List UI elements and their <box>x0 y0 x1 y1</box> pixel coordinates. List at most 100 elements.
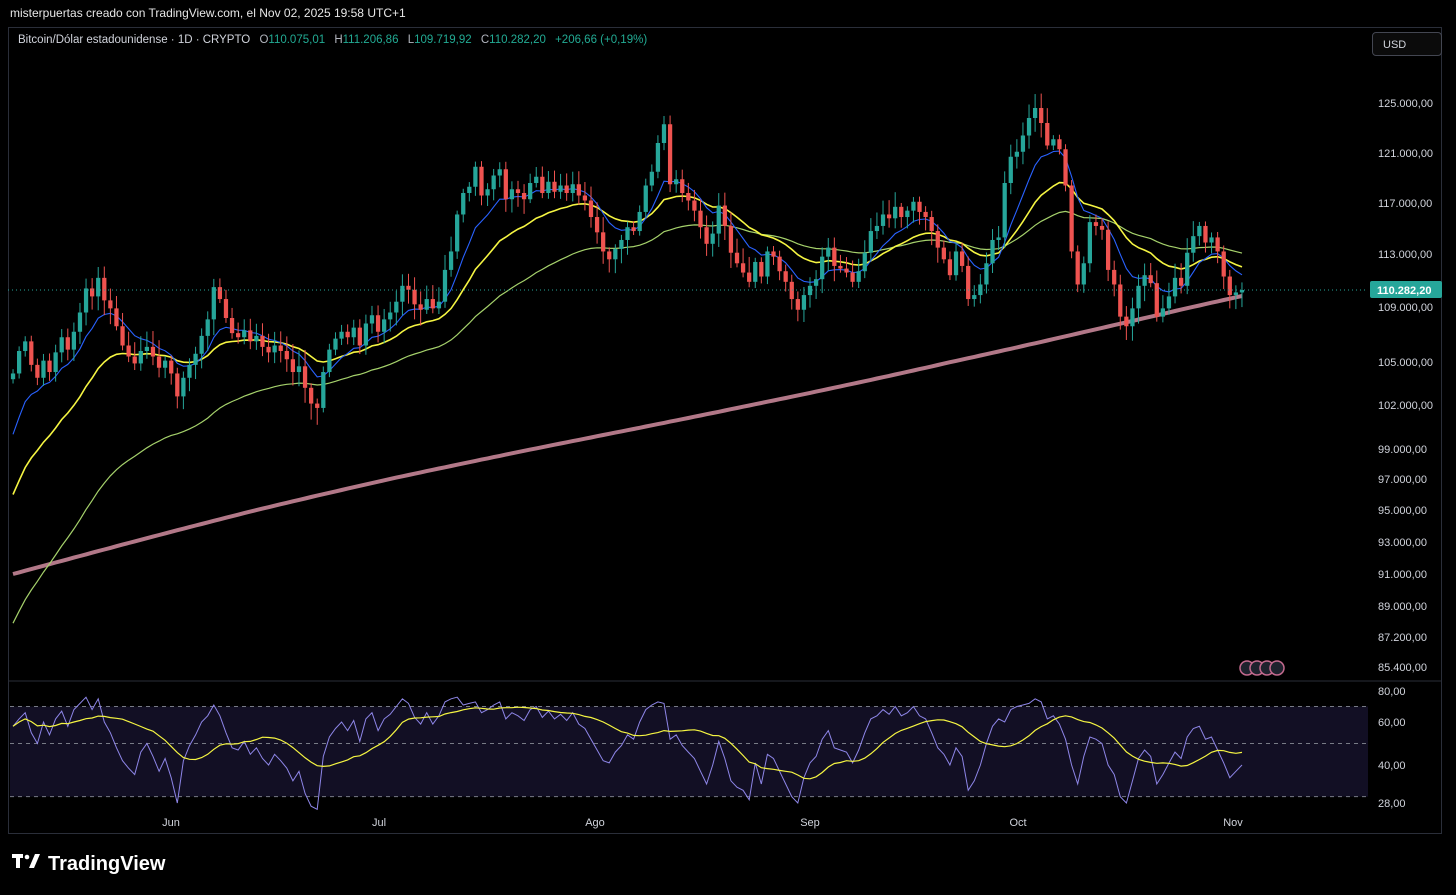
candle-body[interactable] <box>503 169 508 200</box>
candle-body[interactable] <box>461 193 466 215</box>
candle-body[interactable] <box>753 261 758 282</box>
candle-body[interactable] <box>868 231 873 253</box>
candle-body[interactable] <box>47 360 52 373</box>
candle-body[interactable] <box>856 271 861 282</box>
candle-body[interactable] <box>351 327 356 338</box>
candle-body[interactable] <box>722 205 727 226</box>
candle-body[interactable] <box>540 176 545 193</box>
candle-body[interactable] <box>187 364 192 378</box>
candle-body[interactable] <box>284 351 289 360</box>
candle-body[interactable] <box>90 288 95 297</box>
candle-body[interactable] <box>1178 277 1184 286</box>
candle-body[interactable] <box>917 201 922 212</box>
candle-body[interactable] <box>813 279 819 286</box>
candle-body[interactable] <box>984 263 989 285</box>
candle-body[interactable] <box>1002 183 1007 238</box>
candle-body[interactable] <box>327 349 332 373</box>
candle-body[interactable] <box>1057 139 1062 150</box>
candle-body[interactable] <box>631 227 636 232</box>
candle-body[interactable] <box>16 351 22 374</box>
candle-body[interactable] <box>236 333 241 338</box>
candle-body[interactable] <box>205 319 210 336</box>
candle-body[interactable] <box>637 211 642 232</box>
candle-body[interactable] <box>1130 308 1135 327</box>
candle-body[interactable] <box>552 181 557 192</box>
candle-body[interactable] <box>771 251 776 257</box>
candle-body[interactable] <box>789 281 794 300</box>
candle-body[interactable] <box>655 143 661 172</box>
candle-body[interactable] <box>467 186 472 193</box>
symbol-title[interactable]: Bitcoin/Dólar estadounidense · 1D · CRYP… <box>18 34 251 46</box>
candle-body[interactable] <box>345 331 350 338</box>
candle-body[interactable] <box>850 272 855 282</box>
candle-body[interactable] <box>35 364 40 378</box>
candle-body[interactable] <box>880 214 886 226</box>
candle-body[interactable] <box>1227 276 1232 296</box>
candle-body[interactable] <box>941 247 946 260</box>
candle-body[interactable] <box>436 301 442 309</box>
candle-body[interactable] <box>1215 237 1220 252</box>
event-flag-icon[interactable] <box>1269 660 1285 676</box>
candle-body[interactable] <box>1221 251 1226 277</box>
candle-body[interactable] <box>108 300 113 309</box>
candle-body[interactable] <box>1142 275 1147 286</box>
candle-body[interactable] <box>594 217 600 233</box>
candle-body[interactable] <box>400 285 405 302</box>
candle-body[interactable] <box>686 193 691 201</box>
candle-body[interactable] <box>132 356 137 364</box>
candle-body[interactable] <box>1075 251 1080 285</box>
candle-body[interactable] <box>795 299 800 310</box>
candle-body[interactable] <box>667 124 673 185</box>
candle-body[interactable] <box>576 184 581 196</box>
candle-body[interactable] <box>716 205 721 234</box>
candle-body[interactable] <box>832 247 837 266</box>
candle-body[interactable] <box>1051 139 1056 146</box>
candle-body[interactable] <box>820 256 825 280</box>
candle-body[interactable] <box>886 214 892 219</box>
candle-body[interactable] <box>947 259 953 276</box>
candle-body[interactable] <box>302 366 308 388</box>
candle-body[interactable] <box>1087 222 1092 264</box>
candle-body[interactable] <box>801 295 807 310</box>
candle-body[interactable] <box>163 360 168 368</box>
candle-body[interactable] <box>844 268 849 273</box>
candle-body[interactable] <box>321 372 326 408</box>
candle-body[interactable] <box>929 217 934 232</box>
candle-body[interactable] <box>521 193 527 200</box>
candle-body[interactable] <box>126 345 131 357</box>
candle-body[interactable] <box>260 335 265 347</box>
candle-body[interactable] <box>406 285 411 290</box>
candle-body[interactable] <box>229 318 235 334</box>
candle-body[interactable] <box>193 353 198 365</box>
candle-body[interactable] <box>10 373 16 380</box>
candle-body[interactable] <box>1020 135 1026 152</box>
candle-body[interactable] <box>23 341 28 351</box>
candle-body[interactable] <box>272 345 277 353</box>
candle-body[interactable] <box>765 251 770 277</box>
candle-body[interactable] <box>966 265 971 300</box>
candle-body[interactable] <box>211 287 216 320</box>
candle-body[interactable] <box>509 189 515 200</box>
candle-body[interactable] <box>588 200 594 218</box>
candle-body[interactable] <box>53 352 58 373</box>
candle-body[interactable] <box>120 326 125 346</box>
candle-body[interactable] <box>248 330 253 342</box>
candle-body[interactable] <box>1148 275 1153 284</box>
candle-body[interactable] <box>990 239 995 264</box>
candle-body[interactable] <box>1166 296 1172 309</box>
candle-body[interactable] <box>41 360 46 378</box>
candle-body[interactable] <box>1081 263 1086 285</box>
candle-body[interactable] <box>1118 284 1123 317</box>
candle-body[interactable] <box>266 346 271 353</box>
candle-body[interactable] <box>83 288 89 313</box>
candle-body[interactable] <box>1105 229 1111 270</box>
candle-body[interactable] <box>704 227 709 244</box>
candle-body[interactable] <box>874 225 880 232</box>
candle-body[interactable] <box>838 265 843 269</box>
candle-body[interactable] <box>649 171 654 186</box>
candle-body[interactable] <box>217 287 223 300</box>
candle-body[interactable] <box>953 251 959 276</box>
candle-body[interactable] <box>546 181 551 193</box>
candle-body[interactable] <box>826 247 831 257</box>
candle-body[interactable] <box>485 189 490 196</box>
